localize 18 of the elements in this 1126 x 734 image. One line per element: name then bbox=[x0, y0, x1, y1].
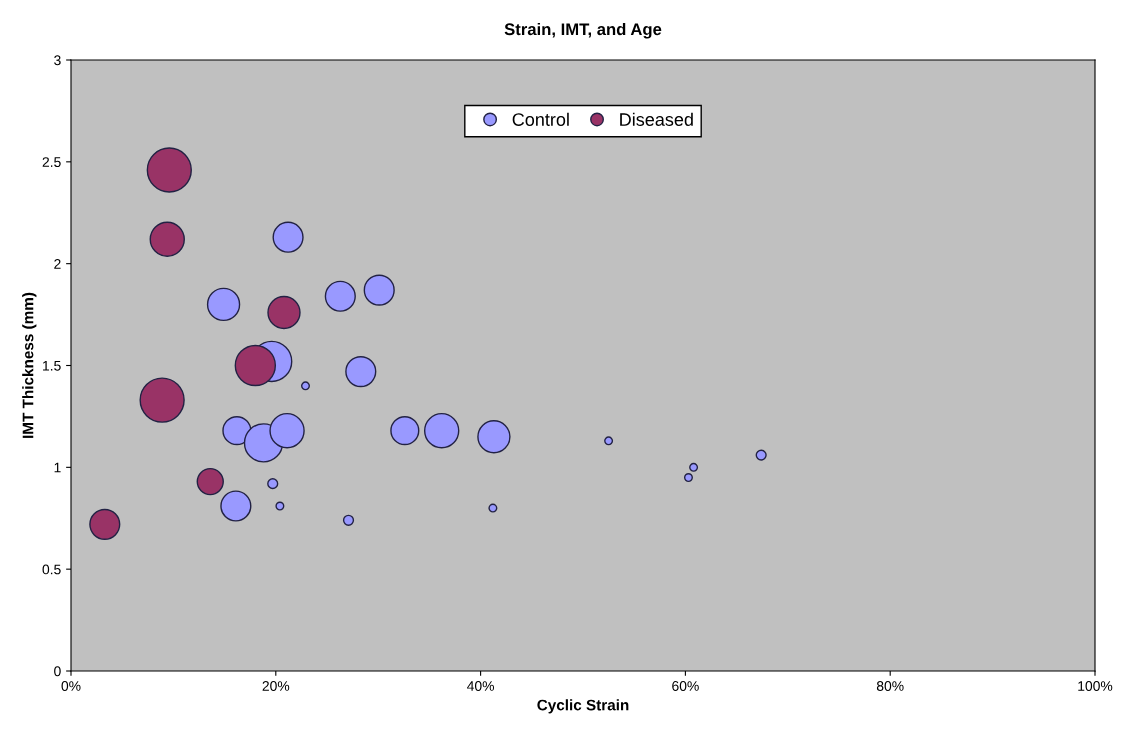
x-tick-label: 40% bbox=[467, 681, 495, 691]
y-tick-label: 0 bbox=[54, 666, 61, 677]
chart-title: Strain, IMT, and Age bbox=[504, 22, 662, 39]
x-tick-label: 80% bbox=[876, 681, 904, 691]
y-tick-label: 0.5 bbox=[42, 564, 61, 575]
y-tick-label: 1.5 bbox=[43, 360, 61, 371]
x-axis-title: Cyclic Strain bbox=[537, 699, 629, 714]
x-tick-label: 0% bbox=[61, 681, 81, 691]
y-axis-title: IMT Thickness (mm) bbox=[22, 292, 37, 438]
x-tick-label: 60% bbox=[672, 681, 699, 691]
y-tick-label: 1 bbox=[54, 462, 61, 473]
y-tick-label: 3 bbox=[54, 55, 61, 66]
y-tick-label: 2.5 bbox=[42, 157, 61, 167]
x-tick-label: 20% bbox=[262, 681, 290, 691]
legend-label: Control bbox=[512, 112, 569, 126]
legend-label: Diseased bbox=[620, 112, 693, 126]
y-tick-label: 2 bbox=[54, 259, 61, 269]
x-tick-label: 100% bbox=[1078, 681, 1113, 691]
